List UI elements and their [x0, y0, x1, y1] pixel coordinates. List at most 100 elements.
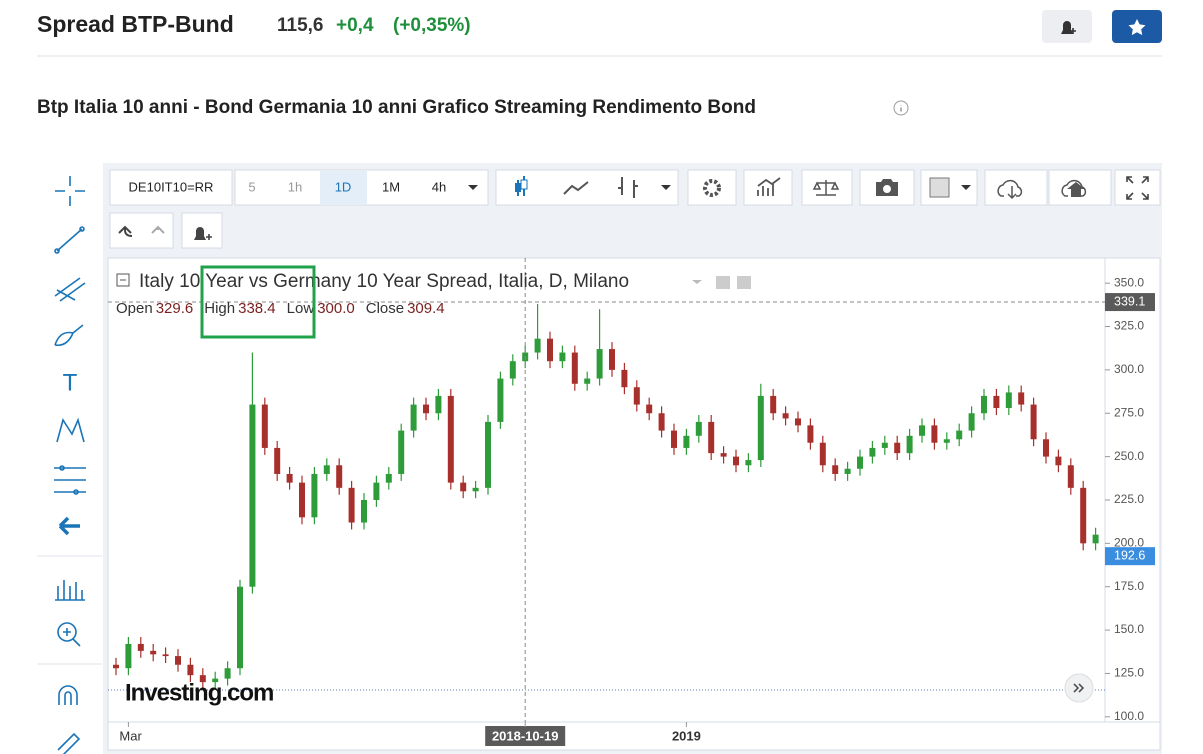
candle-body	[857, 456, 863, 469]
interval[interactable]: 1h	[288, 179, 302, 194]
price-change: +0,4	[336, 15, 374, 36]
candle-body	[1030, 404, 1037, 440]
interval-active	[320, 171, 367, 204]
candle-body	[869, 447, 876, 457]
y-tick-label: 125.0	[1114, 666, 1144, 680]
ohlc-name: Open	[116, 300, 153, 317]
ohlc-value: 300.0	[317, 300, 355, 317]
candle-body	[906, 435, 913, 454]
candle-body	[584, 378, 591, 384]
y-tick-label: 300.0	[1114, 362, 1144, 376]
candle-body	[125, 643, 132, 669]
candle-body	[547, 338, 553, 362]
interval[interactable]: 1M	[382, 179, 400, 194]
ohlc-name: High	[204, 300, 235, 317]
ohlc-name: Low	[287, 300, 315, 317]
candle-body	[782, 413, 789, 419]
tool-fib[interactable]	[54, 465, 86, 495]
y-tick-label: 200.0	[1114, 536, 1144, 550]
tool-brush[interactable]	[54, 324, 84, 347]
grid: 100.0 125.0 150.0 175.0 200.0 225.0 250.0 275.0…	[1105, 275, 1144, 723]
y-tick-label: 175.0	[1114, 579, 1144, 593]
overlay: Mar 2018-10-19 2019 339.1 192.6	[108, 258, 1155, 746]
candle-body	[683, 435, 690, 448]
load-button[interactable]	[984, 169, 1048, 206]
candle-body	[137, 643, 144, 651]
tool-pencil[interactable]	[57, 732, 81, 754]
candle-body	[621, 369, 628, 388]
indicators-button[interactable]	[743, 169, 793, 206]
info-icon[interactable]	[893, 100, 909, 116]
interval-dropdown[interactable]	[468, 185, 478, 190]
chart-heading: Btp Italia 10 anni - Bond Germania 10 an…	[37, 97, 756, 118]
candle-body	[1018, 392, 1025, 405]
candle-body	[894, 442, 901, 454]
candle-body	[695, 421, 702, 436]
y-tick-label: 150.0	[1114, 622, 1144, 636]
tool-magnet[interactable]	[58, 685, 78, 705]
favorite-button[interactable]	[1112, 10, 1162, 43]
settings-button[interactable]	[687, 169, 737, 206]
candle-body	[299, 482, 305, 518]
candle-body	[162, 654, 169, 657]
chart-title: Italy 10 Year vs Germany 10 Year Spread,…	[139, 271, 629, 292]
legend-icons[interactable]	[692, 276, 751, 289]
x-tick-label: 2018-10-19	[492, 728, 559, 743]
candle-body	[286, 473, 293, 483]
alert-button[interactable]	[1042, 10, 1092, 43]
candle-body	[485, 421, 491, 488]
undo-redo[interactable]	[109, 212, 174, 249]
interval[interactable]: 1D	[335, 179, 352, 194]
candle-body	[981, 395, 987, 414]
candle-body	[472, 487, 479, 492]
tool-text[interactable]: T	[63, 369, 78, 396]
fullscreen-button[interactable]	[1114, 169, 1161, 206]
tool-pattern[interactable]	[56, 417, 85, 443]
candle-body	[187, 664, 194, 676]
candle-body	[150, 650, 157, 655]
interval[interactable]: 4h	[432, 179, 446, 194]
symbol-button[interactable]	[109, 169, 233, 206]
candle-body	[447, 395, 454, 483]
legend-toggle[interactable]	[116, 273, 130, 287]
price-label-bg	[1105, 293, 1155, 312]
x-tick-label: Mar	[119, 728, 142, 743]
candle-body	[757, 395, 764, 461]
tool-measure[interactable]	[55, 580, 85, 601]
candle-body	[323, 465, 330, 474]
compare-button[interactable]	[801, 169, 853, 206]
price: 115,6	[277, 15, 324, 36]
tool-zoom[interactable]	[57, 622, 81, 647]
candle-body	[1005, 392, 1012, 409]
candle-body	[733, 456, 739, 466]
tool-collapse[interactable]	[58, 516, 80, 536]
tool-pitchfork[interactable]	[54, 277, 86, 302]
scroll-right-button[interactable]	[1064, 673, 1094, 703]
candle-body	[175, 656, 181, 665]
candle-body	[460, 482, 467, 492]
candle-body	[1055, 456, 1062, 466]
tool-line[interactable]	[54, 226, 85, 254]
candle-body	[261, 404, 268, 448]
candle-body	[807, 425, 814, 443]
candle-body	[931, 425, 938, 443]
candle-body	[113, 664, 119, 669]
tool-crosshair[interactable]	[55, 176, 85, 206]
candle-body	[385, 473, 392, 483]
candle-body	[633, 387, 640, 405]
candle-body	[534, 338, 541, 353]
candle-body	[410, 404, 417, 431]
candle-body	[832, 465, 839, 474]
candle-body	[956, 430, 963, 440]
candle-body	[708, 421, 715, 454]
chart-style-buttons	[495, 169, 1161, 206]
interval[interactable]: 5	[248, 179, 255, 194]
candle-body	[919, 425, 925, 436]
candle-body	[844, 468, 851, 474]
candle-body	[571, 352, 578, 384]
toolbar: DE10IT10=RR	[109, 169, 1161, 249]
candle-body	[770, 395, 777, 414]
candle-body	[509, 361, 516, 379]
